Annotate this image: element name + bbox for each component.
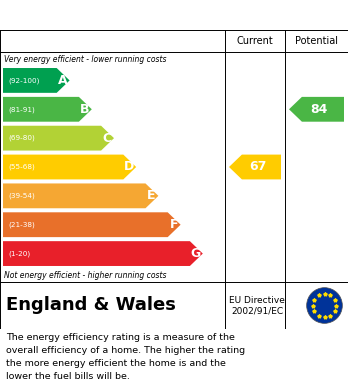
Polygon shape: [3, 97, 92, 122]
Text: (92-100): (92-100): [8, 77, 39, 84]
Text: EU Directive
2002/91/EC: EU Directive 2002/91/EC: [229, 296, 285, 315]
Text: Not energy efficient - higher running costs: Not energy efficient - higher running co…: [4, 271, 166, 280]
Text: Potential: Potential: [295, 36, 338, 46]
Text: (69-80): (69-80): [8, 135, 35, 142]
Text: F: F: [169, 218, 178, 231]
Text: 67: 67: [249, 160, 266, 174]
Text: (1-20): (1-20): [8, 250, 30, 257]
Text: (39-54): (39-54): [8, 193, 35, 199]
Text: The energy efficiency rating is a measure of the
overall efficiency of a home. T: The energy efficiency rating is a measur…: [6, 333, 245, 380]
Text: Current: Current: [237, 36, 274, 46]
Polygon shape: [229, 154, 281, 179]
Text: England & Wales: England & Wales: [6, 296, 176, 314]
Text: B: B: [80, 103, 89, 116]
Text: (55-68): (55-68): [8, 164, 35, 170]
Text: Energy Efficiency Rating: Energy Efficiency Rating: [10, 8, 220, 23]
Text: C: C: [103, 132, 112, 145]
Text: (21-38): (21-38): [8, 221, 35, 228]
Text: A: A: [58, 74, 68, 87]
Text: 84: 84: [310, 103, 328, 116]
Polygon shape: [3, 212, 181, 237]
Polygon shape: [3, 183, 158, 208]
Polygon shape: [3, 68, 70, 93]
Polygon shape: [289, 97, 344, 122]
Text: G: G: [191, 247, 201, 260]
Text: Very energy efficient - lower running costs: Very energy efficient - lower running co…: [4, 54, 166, 63]
Polygon shape: [3, 241, 203, 266]
Polygon shape: [3, 154, 136, 179]
Text: E: E: [147, 189, 156, 203]
Polygon shape: [3, 126, 114, 151]
Circle shape: [307, 288, 342, 323]
Text: D: D: [124, 160, 134, 174]
Text: (81-91): (81-91): [8, 106, 35, 113]
